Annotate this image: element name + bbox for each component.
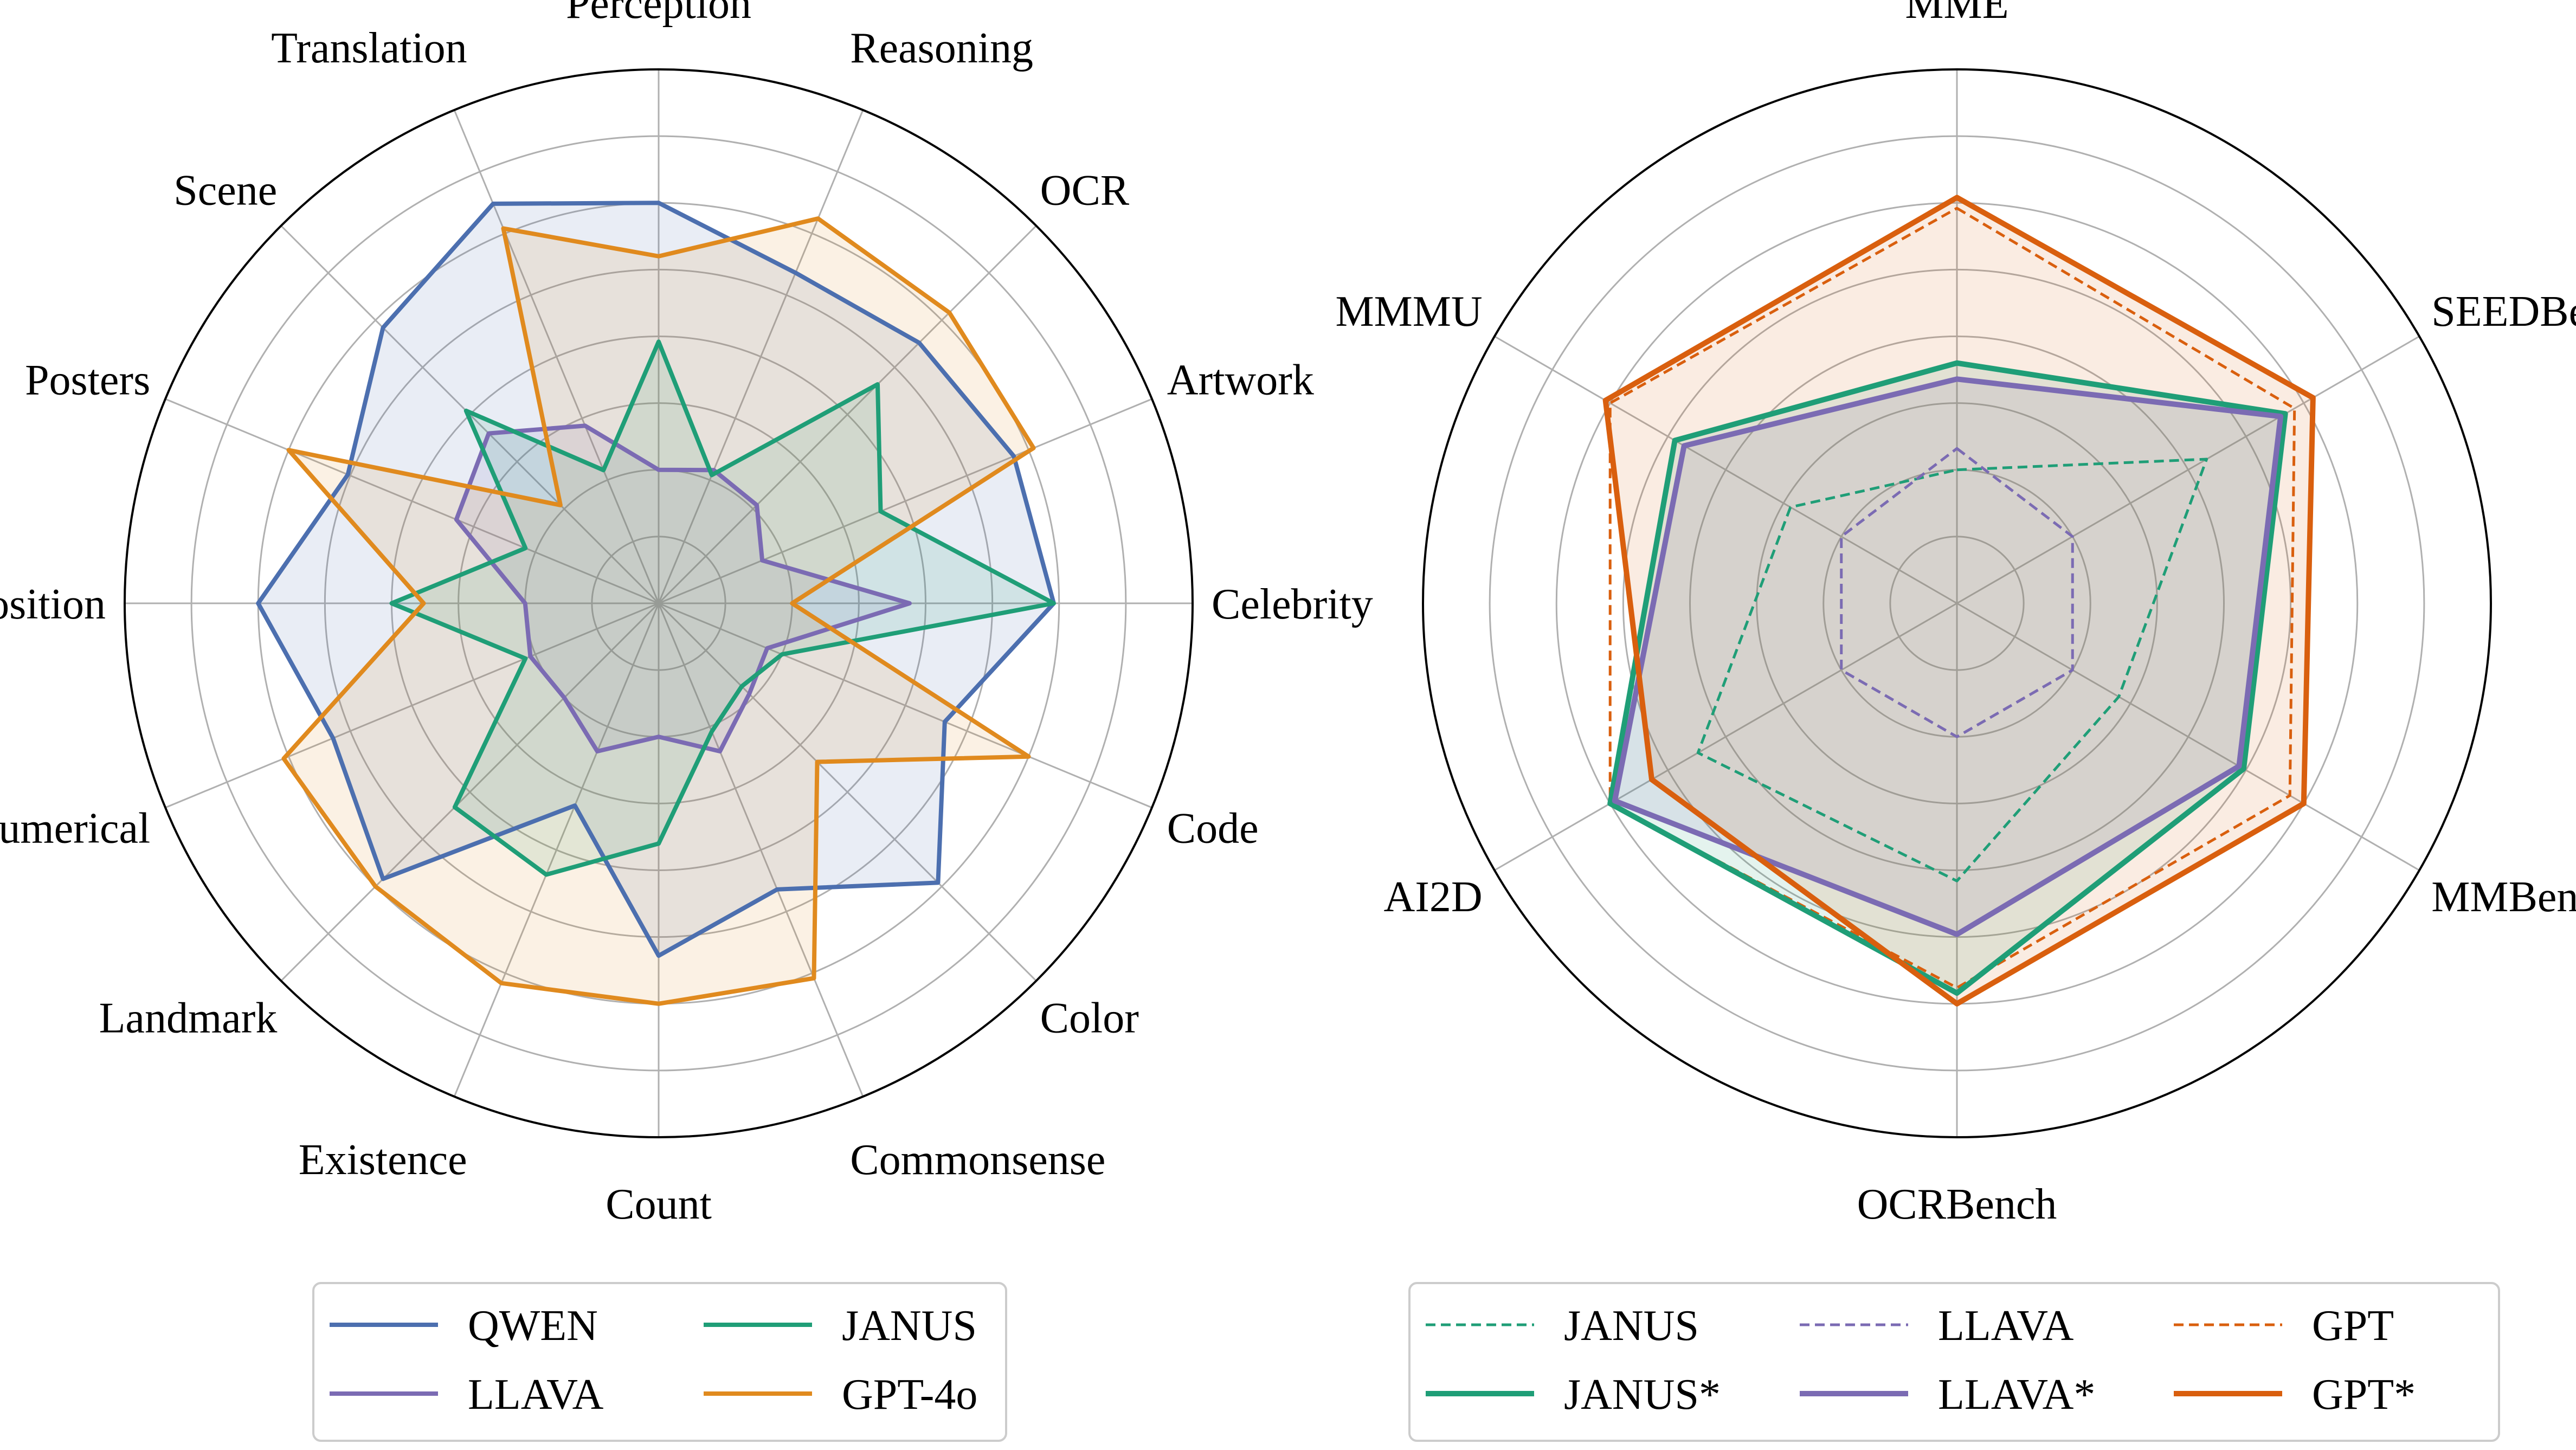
axis-label-color: Color: [1040, 995, 1139, 1042]
outer-ring: [1422, 68, 2492, 1138]
axis-label-ocr: OCR: [1040, 166, 1130, 214]
legend-label-janus: JANUS: [842, 1302, 977, 1350]
axis-label-existence: Existence: [299, 1136, 467, 1184]
spoke-translation: [453, 109, 660, 604]
spoke-seedbench: [1956, 336, 2420, 604]
axis-label-count: Count: [606, 1181, 712, 1228]
axis-label-artwork: Artwork: [1167, 357, 1314, 404]
left-legend: QWEN LLAVA JANUS GPT-4o: [312, 1282, 1007, 1442]
legend-label-llava: LLAVA: [1938, 1302, 2074, 1350]
right-legend: JANUS JANUS* LLAVA LLAVA* GPT GPT*: [1408, 1282, 2500, 1442]
spoke-numerical: [165, 602, 659, 809]
series-fill-gpt-4o: [284, 218, 1034, 1004]
axis-label-ocrbench: OCRBench: [1857, 1181, 2057, 1228]
spoke-ocr: [658, 225, 1037, 604]
legend-label-llava: LLAVA: [468, 1371, 604, 1419]
left-radar-chart: Perception Reasoning OCR Artwork Celebrity Co…: [0, 0, 1373, 1228]
axis-label-seedbench: SEEDBench: [2431, 288, 2576, 336]
axis-label-reasoning: Reasoning: [850, 24, 1033, 72]
right-radar-chart: MME SEEDBench MMBench OCRBench AI2D MMMU: [1336, 0, 2576, 1228]
legend-label-gpt: GPT: [2312, 1302, 2394, 1350]
legend-label-llava-star: LLAVA*: [1938, 1371, 2095, 1419]
series-fill-llava-star: [1614, 379, 2281, 935]
series-line-llava: [454, 423, 912, 754]
spoke-landmark: [280, 602, 660, 982]
axis-label-perception: Perception: [566, 0, 751, 28]
axis-label-ai2d: AI2D: [1384, 873, 1483, 921]
spoke-artwork: [658, 398, 1152, 604]
series-line-llava: [1840, 447, 2074, 738]
axis-label-commonsense: Commonsense: [850, 1136, 1105, 1184]
axis-label-mmmu: MMMU: [1336, 288, 1483, 336]
spoke-ai2d: [1494, 602, 1957, 871]
axis-label-mme: MME: [1905, 0, 2008, 28]
spoke-existence: [453, 603, 660, 1097]
legend-frame: [312, 1282, 1007, 1442]
axis-label-celebrity: Celebrity: [1212, 581, 1373, 628]
series-line-janus: [389, 339, 1056, 877]
spoke-color: [658, 602, 1037, 982]
series-line-janus: [1696, 457, 2208, 882]
legend-label-gpt-star: GPT*: [2312, 1371, 2416, 1419]
series-line-gpt-star: [1602, 195, 2316, 1007]
axis-label-landmark: Landmark: [99, 995, 278, 1042]
outer-ring: [124, 68, 1194, 1138]
axis-label-posters: Posters: [25, 357, 150, 404]
axis-label-numerical: Numerical: [0, 804, 150, 852]
legend-label-qwen: QWEN: [468, 1302, 598, 1350]
axis-label-position: Position: [0, 581, 106, 628]
spoke-mmmu: [1494, 336, 1957, 604]
series-fill-llava: [456, 426, 910, 752]
axis-label-scene: Scene: [173, 166, 277, 214]
spoke-posters: [165, 398, 659, 604]
axis-label-mmbench: MMBench: [2431, 873, 2576, 921]
legend-label-janus: JANUS: [1564, 1302, 1699, 1350]
series-fill-gpt-star: [1605, 197, 2313, 1004]
series-fill-qwen: [258, 203, 1054, 956]
series-line-qwen: [256, 201, 1056, 958]
series-line-gpt-4o: [281, 216, 1036, 1006]
spoke-commonsense: [658, 603, 864, 1097]
axis-label-translation: Translation: [271, 24, 467, 72]
spoke-code: [658, 602, 1152, 809]
legend-label-janus-star: JANUS*: [1564, 1371, 1721, 1419]
series-line-janus-star: [1607, 360, 2288, 996]
axis-label-code: Code: [1167, 804, 1259, 852]
legend-label-gpt-4o: GPT-4o: [842, 1371, 977, 1419]
legend-frame: [1408, 1282, 2500, 1442]
spoke-mmbench: [1956, 602, 2420, 871]
spoke-reasoning: [658, 109, 864, 604]
series-line-llava-star: [1612, 376, 2284, 937]
series-fill-janus: [391, 341, 1054, 875]
series-fill-janus-star: [1610, 363, 2285, 994]
